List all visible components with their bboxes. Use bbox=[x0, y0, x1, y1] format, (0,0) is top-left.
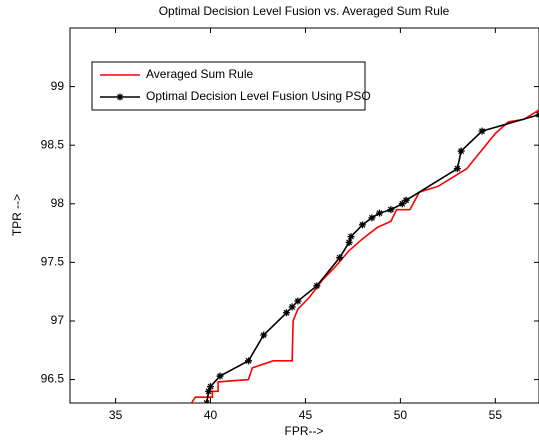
marker bbox=[387, 206, 395, 214]
legend-label: Optimal Decision Level Fusion Using PSO bbox=[146, 89, 371, 103]
x-tick-label: 55 bbox=[489, 408, 503, 422]
marker bbox=[368, 214, 376, 222]
marker bbox=[282, 309, 290, 317]
marker bbox=[457, 147, 465, 155]
marker bbox=[376, 209, 384, 217]
marker bbox=[453, 165, 461, 173]
legend-box bbox=[91, 61, 366, 111]
marker bbox=[345, 238, 353, 246]
marker bbox=[347, 233, 355, 241]
marker bbox=[294, 297, 302, 305]
x-tick-label: 35 bbox=[109, 408, 123, 422]
marker bbox=[260, 331, 268, 339]
marker bbox=[336, 254, 344, 262]
marker bbox=[207, 383, 215, 391]
marker bbox=[402, 196, 410, 204]
marker bbox=[216, 372, 224, 380]
marker bbox=[358, 221, 366, 229]
marker bbox=[313, 282, 321, 290]
plot-area bbox=[190, 109, 539, 403]
y-tick-label: 99 bbox=[51, 79, 65, 93]
x-axis-label: FPR--> bbox=[285, 424, 324, 438]
marker bbox=[478, 127, 486, 135]
marker bbox=[288, 303, 296, 311]
marker bbox=[398, 200, 406, 208]
legend-label: Averaged Sum Rule bbox=[146, 67, 254, 81]
y-tick-label: 97.5 bbox=[41, 255, 65, 269]
x-tick-label: 50 bbox=[394, 408, 408, 422]
y-tick-label: 97 bbox=[51, 313, 65, 327]
marker bbox=[244, 357, 252, 365]
marker bbox=[205, 387, 213, 395]
chart-title: Optimal Decision Level Fusion vs. Averag… bbox=[159, 4, 450, 18]
axes-box bbox=[69, 27, 539, 404]
y-tick-label: 96.5 bbox=[41, 372, 65, 386]
x-tick-label: 45 bbox=[299, 408, 313, 422]
legend-marker bbox=[116, 93, 124, 101]
y-tick-label: 98 bbox=[51, 196, 65, 210]
y-axis-label: TPR --> bbox=[10, 194, 24, 236]
y-tick-label: 98.5 bbox=[41, 137, 65, 151]
x-tick-label: 40 bbox=[204, 408, 218, 422]
